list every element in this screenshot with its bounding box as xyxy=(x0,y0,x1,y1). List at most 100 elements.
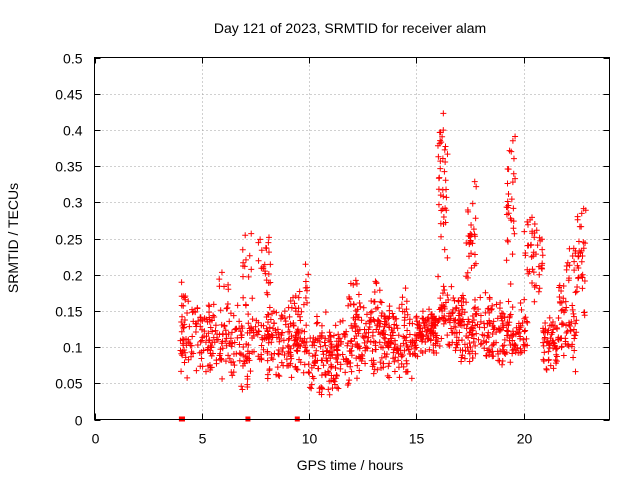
data-point xyxy=(256,356,263,363)
data-point xyxy=(490,318,497,325)
data-point xyxy=(346,295,353,302)
data-point xyxy=(572,250,579,257)
data-point xyxy=(445,316,452,323)
data-point xyxy=(510,170,517,177)
data-point xyxy=(386,360,393,367)
data-point xyxy=(408,375,415,382)
data-point xyxy=(360,304,367,311)
data-point xyxy=(564,259,571,266)
data-point xyxy=(314,357,321,364)
data-point xyxy=(358,317,365,324)
data-point xyxy=(262,244,269,251)
data-point xyxy=(439,155,446,162)
data-point xyxy=(320,362,327,369)
data-point xyxy=(581,312,588,319)
data-point xyxy=(370,357,377,364)
data-point xyxy=(224,304,231,311)
data-point xyxy=(482,309,489,316)
data-point xyxy=(560,352,567,359)
data-point xyxy=(292,363,299,370)
data-point xyxy=(231,339,238,346)
data-point xyxy=(444,254,451,261)
data-point xyxy=(208,317,215,324)
data-point xyxy=(368,297,375,304)
data-point xyxy=(218,321,225,328)
data-point xyxy=(573,317,580,324)
data-point xyxy=(326,369,333,376)
data-point xyxy=(507,281,514,288)
data-point xyxy=(395,350,402,357)
data-point xyxy=(230,358,237,365)
data-point xyxy=(228,343,235,350)
data-point xyxy=(445,341,452,348)
data-point xyxy=(371,298,378,305)
data-point xyxy=(437,137,444,144)
data-point xyxy=(562,307,569,314)
data-point xyxy=(270,325,277,332)
data-point xyxy=(222,327,229,334)
data-point xyxy=(188,349,195,356)
data-point xyxy=(328,363,335,370)
data-point xyxy=(438,139,445,146)
data-point xyxy=(414,353,421,360)
data-point xyxy=(280,337,287,344)
data-point xyxy=(181,294,188,301)
data-point xyxy=(579,253,586,260)
data-point xyxy=(517,345,524,352)
data-point xyxy=(327,348,334,355)
data-point xyxy=(383,319,390,326)
data-point xyxy=(489,330,496,337)
data-point xyxy=(391,368,398,375)
data-point xyxy=(500,310,507,317)
data-point xyxy=(310,334,317,341)
data-point xyxy=(575,238,582,245)
data-point xyxy=(277,315,284,322)
data-point xyxy=(181,317,188,324)
data-point xyxy=(569,306,576,313)
data-point xyxy=(210,312,217,319)
data-point xyxy=(255,239,262,246)
data-point xyxy=(490,353,497,360)
data-point xyxy=(302,278,309,285)
data-point xyxy=(301,348,308,355)
data-point xyxy=(574,262,581,269)
data-point xyxy=(501,342,508,349)
data-point xyxy=(273,371,280,378)
data-point xyxy=(453,304,460,311)
data-point xyxy=(361,339,368,346)
data-point xyxy=(517,299,524,306)
data-point xyxy=(441,146,448,153)
data-point xyxy=(328,377,335,384)
data-point xyxy=(347,338,354,345)
data-point xyxy=(427,330,434,337)
data-point xyxy=(189,333,196,340)
data-point xyxy=(540,342,547,349)
data-point xyxy=(506,314,513,321)
data-point xyxy=(518,349,525,356)
data-point xyxy=(515,329,522,336)
data-point xyxy=(510,205,517,212)
data-point xyxy=(305,369,312,376)
data-point xyxy=(372,305,379,312)
data-point xyxy=(242,256,249,263)
y-tick-label: 0.2 xyxy=(63,268,83,284)
data-point xyxy=(258,247,265,254)
data-point xyxy=(378,299,385,306)
data-point xyxy=(294,328,301,335)
y-tick-label: 0 xyxy=(75,413,83,429)
data-point xyxy=(232,326,239,333)
data-point xyxy=(471,251,478,258)
data-point xyxy=(264,357,271,364)
data-point xyxy=(337,365,344,372)
data-point xyxy=(426,346,433,353)
data-point xyxy=(552,356,559,363)
data-point xyxy=(435,317,442,324)
data-point xyxy=(469,355,476,362)
data-point xyxy=(180,302,187,309)
data-point xyxy=(403,357,410,364)
data-point xyxy=(231,362,238,369)
data-point xyxy=(264,371,271,378)
data-point xyxy=(503,327,510,334)
data-point xyxy=(257,236,264,243)
data-point xyxy=(518,306,525,313)
